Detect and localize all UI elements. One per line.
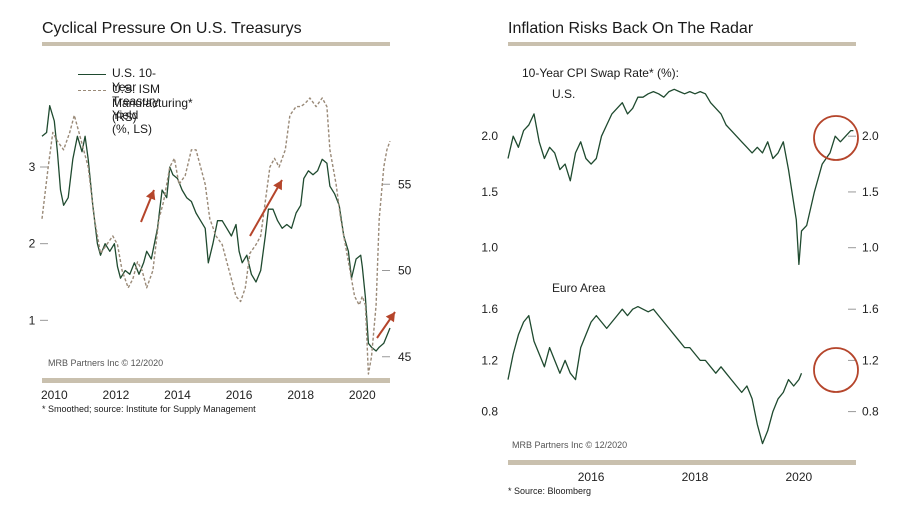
swap-y-tick-label-right: 1.6	[862, 302, 879, 316]
swap-y-tick-label-right: 0.8	[862, 405, 879, 419]
swap-y-tick-label-left: 1.5	[481, 185, 498, 199]
right-title-rule	[508, 42, 856, 46]
left-y-tick-label: 2	[29, 237, 36, 251]
left-x-tick-label: 2020	[349, 388, 376, 402]
right-y-tick-label: 50	[398, 264, 412, 278]
swap-y-tick-label-right: 1.5	[862, 185, 879, 199]
left-x-tick-label: 2014	[164, 388, 191, 402]
swap-y-tick-label-left: 1.2	[481, 353, 498, 367]
euro-swap-line	[507, 305, 803, 445]
left-y-tick-label: 3	[29, 160, 36, 174]
left-y-tick-label: 1	[29, 313, 36, 327]
right-credit: MRB Partners Inc © 12/2020	[512, 440, 627, 450]
left-x-tick-label: 2018	[287, 388, 314, 402]
left-credit: MRB Partners Inc © 12/2020	[48, 358, 163, 368]
ism-manufacturing-line	[41, 97, 391, 375]
left-panel-title: Cyclical Pressure On U.S. Treasurys	[42, 20, 302, 37]
swap-x-tick-label: 2018	[682, 470, 709, 484]
swap-y-tick-label-left: 1.6	[481, 302, 498, 316]
swap-x-tick-label: 2016	[578, 470, 605, 484]
highlight-circle	[813, 115, 859, 161]
left-x-tick-label: 2010	[41, 388, 68, 402]
swap-y-tick-label-left: 2.0	[481, 129, 498, 143]
swap-y-tick-label-right: 1.0	[862, 241, 879, 255]
annotation-arrow-head	[145, 190, 156, 201]
right-y-tick-label: 45	[398, 350, 412, 364]
annotation-arrow-shaft	[376, 311, 396, 339]
euro-panel-label: Euro Area	[552, 281, 606, 295]
swap-y-tick-label-right: 1.2	[862, 353, 879, 367]
swap-y-tick-label-left: 1.0	[481, 241, 498, 255]
highlight-circle	[813, 347, 859, 393]
swap-y-tick-label-right: 2.0	[862, 129, 879, 143]
left-title-rule	[42, 42, 390, 46]
legend-swatch-dashed	[78, 90, 106, 91]
right-panel-title: Inflation Risks Back On The Radar	[508, 20, 754, 37]
left-x-tick-label: 2012	[103, 388, 130, 402]
left-x-tick-label: 2016	[226, 388, 253, 402]
left-x-axis-rule	[42, 378, 390, 383]
annotation-arrow-shaft	[140, 189, 155, 223]
us-swap-line	[507, 88, 854, 266]
annotation-arrow-head	[385, 312, 395, 323]
left-footnote: * Smoothed; source: Institute for Supply…	[42, 404, 256, 414]
legend-label-ism: U.S. ISM Manufacturing* (RS)	[112, 82, 193, 124]
right-subtitle: 10-Year CPI Swap Rate* (%):	[522, 66, 679, 80]
us-panel-label: U.S.	[552, 87, 575, 101]
right-x-axis-rule	[508, 460, 856, 465]
treasury-yield-line	[41, 105, 391, 352]
swap-y-tick-label-left: 0.8	[481, 405, 498, 419]
annotation-arrow-shaft	[249, 179, 283, 237]
swap-x-tick-label: 2020	[786, 470, 813, 484]
legend-swatch-solid	[78, 74, 106, 75]
right-footnote: * Source: Bloomberg	[508, 486, 592, 496]
right-y-tick-label: 55	[398, 177, 412, 191]
annotation-arrow-head	[273, 180, 282, 191]
